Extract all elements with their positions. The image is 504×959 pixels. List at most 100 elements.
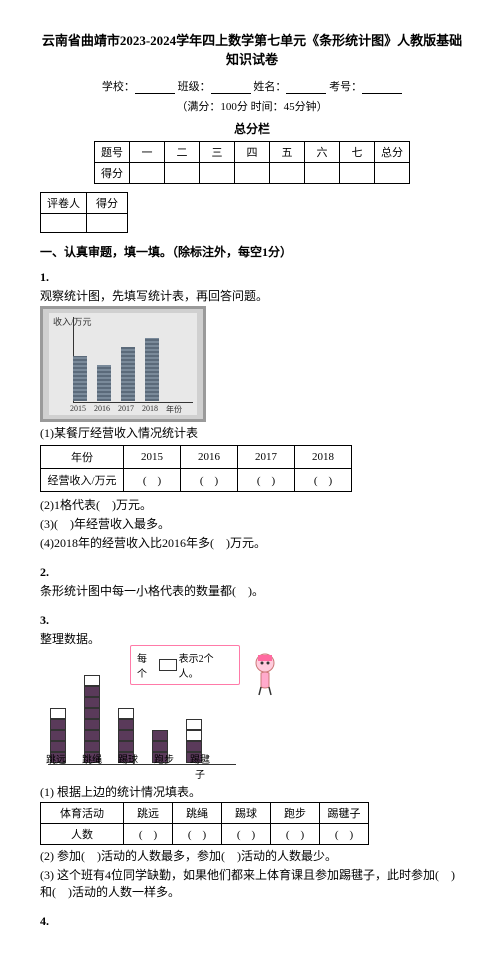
bar-cell	[118, 719, 134, 730]
q3-xl2: 踢球	[116, 751, 140, 781]
class-label: 班级：	[178, 81, 211, 93]
score-h4: 四	[235, 142, 270, 163]
score-h0: 题号	[95, 142, 130, 163]
q1-y0: 2015	[124, 446, 181, 469]
q1-table-caption: (1)某餐厅经营收入情况统计表	[40, 424, 464, 441]
bar-column	[84, 675, 100, 763]
q3-xl1: 跳绳	[80, 751, 104, 781]
sub-info: （满分：100分 时间：45分钟）	[40, 98, 464, 114]
q3-text: 整理数据。	[40, 630, 464, 647]
name-blank	[286, 81, 326, 94]
q3-n4: ( )	[320, 824, 369, 845]
q1-p2: (2)1格代表( )万元。	[40, 496, 464, 513]
q1-data-table: 年份 2015 2016 2017 2018 经营收入/万元 ( ) ( ) (…	[40, 445, 352, 492]
q3-table-caption: (1) 根据上边的统计情况填表。	[40, 783, 464, 800]
q1-p4: (4)2018年的经营收入比2016年多( )万元。	[40, 534, 464, 551]
mascot-icon	[250, 651, 280, 697]
q1-row2-label: 经营收入/万元	[41, 469, 124, 492]
q3-a0: 跳远	[124, 803, 173, 824]
q3-xlabels: 跳远 跳绳 踢球 跑步 踢毽子	[44, 751, 212, 781]
bar-cell	[118, 730, 134, 741]
q1-xl3: 2018	[141, 404, 159, 415]
q1-text: 观察统计图，先填写统计表，再回答问题。	[40, 287, 464, 304]
score-value-row: 得分	[95, 163, 410, 184]
q1-bars	[73, 338, 159, 401]
score-h8: 总分	[375, 142, 410, 163]
q1-y1: 2016	[181, 446, 238, 469]
q3-a1: 跳绳	[173, 803, 222, 824]
q2-num: 2.	[40, 565, 464, 580]
q4-num: 4.	[40, 914, 464, 929]
q1-chart: 收入/万元 2015 2016 2017 2018 年份	[40, 306, 206, 422]
q3-chart: 每个 表示2个人。 跳远 跳绳 踢球 跑步 踢毽子	[40, 651, 240, 781]
q3-bars	[50, 675, 202, 763]
q1-row1-label: 年份	[41, 446, 124, 469]
q3-xl0: 跳远	[44, 751, 68, 781]
score-h5: 五	[270, 142, 305, 163]
q3-a2: 踢球	[222, 803, 271, 824]
bar	[97, 365, 111, 401]
q1-v1: ( )	[181, 469, 238, 492]
q3-p3: (3) 这个班有4位同学缺勤，如果他们都来上体育课且参加踢毽子，此时参加( )和…	[40, 866, 464, 900]
section1-heading: 一、认真审题，填一填。（除标注外，每空1分）	[40, 243, 464, 260]
grader-col2: 得分	[87, 193, 128, 214]
q1-xl1: 2016	[93, 404, 111, 415]
bar	[73, 356, 87, 401]
bar-cell	[84, 686, 100, 697]
score-section-label: 总分栏	[40, 120, 464, 137]
examno-label: 考号：	[329, 81, 362, 93]
q1-y2: 2017	[238, 446, 295, 469]
q3-num: 3.	[40, 613, 464, 628]
bar-cell	[50, 730, 66, 741]
score-h3: 三	[200, 142, 235, 163]
q1-xl2: 2017	[117, 404, 135, 415]
q1-xl4: 年份	[165, 404, 183, 415]
examno-blank	[362, 81, 402, 94]
bar-cell	[84, 719, 100, 730]
grader-col1: 评卷人	[41, 193, 87, 214]
q3-a4: 踢毽子	[320, 803, 369, 824]
score-row-label: 得分	[95, 163, 130, 184]
q3-xl3: 跑步	[152, 751, 176, 781]
q3-p2: (2) 参加( )活动的人数最多，参加( )活动的人数最少。	[40, 847, 464, 864]
grader-table: 评卷人 得分	[40, 192, 128, 233]
q1-v3: ( )	[295, 469, 352, 492]
class-blank	[211, 81, 251, 94]
q1-xaxis	[73, 402, 193, 403]
bar-cell	[186, 730, 202, 741]
bar-cell	[118, 708, 134, 719]
score-h2: 二	[165, 142, 200, 163]
bar-cell	[84, 708, 100, 719]
name-label: 姓名：	[253, 81, 286, 93]
score-h1: 一	[130, 142, 165, 163]
q3-n0: ( )	[124, 824, 173, 845]
q1-num: 1.	[40, 270, 464, 285]
q3-row2-label: 人数	[41, 824, 124, 845]
bar-cell	[186, 719, 202, 730]
score-h6: 六	[305, 142, 340, 163]
q1-v2: ( )	[238, 469, 295, 492]
score-table: 题号 一 二 三 四 五 六 七 总分 得分	[94, 141, 410, 184]
q1-xlabels: 2015 2016 2017 2018 年份	[69, 404, 183, 415]
bar-cell	[50, 708, 66, 719]
q3-activity-table: 体育活动 跳远 跳绳 踢球 跑步 踢毽子 人数 ( ) ( ) ( ) ( ) …	[40, 802, 369, 845]
school-blank	[135, 81, 175, 94]
bar-cell	[84, 730, 100, 741]
q1-chart-inner: 收入/万元 2015 2016 2017 2018 年份	[49, 313, 197, 415]
bar-cell	[84, 675, 100, 686]
score-header-row: 题号 一 二 三 四 五 六 七 总分	[95, 142, 410, 163]
bar	[145, 338, 159, 401]
score-h7: 七	[340, 142, 375, 163]
bubble-box-icon	[159, 659, 177, 671]
q3-a3: 跑步	[271, 803, 320, 824]
page-title: 云南省曲靖市2023-2024学年四上数学第七单元《条形统计图》人教版基础知识试…	[40, 30, 464, 68]
q3-xl4: 踢毽子	[188, 751, 212, 781]
info-line: 学校： 班级： 姓名： 考号：	[40, 78, 464, 94]
bar-cell	[152, 730, 168, 741]
bar-cell	[84, 697, 100, 708]
school-label: 学校：	[102, 81, 135, 93]
q1-xl0: 2015	[69, 404, 87, 415]
q3-row1-label: 体育活动	[41, 803, 124, 824]
q1-y3: 2018	[295, 446, 352, 469]
q3-n1: ( )	[173, 824, 222, 845]
